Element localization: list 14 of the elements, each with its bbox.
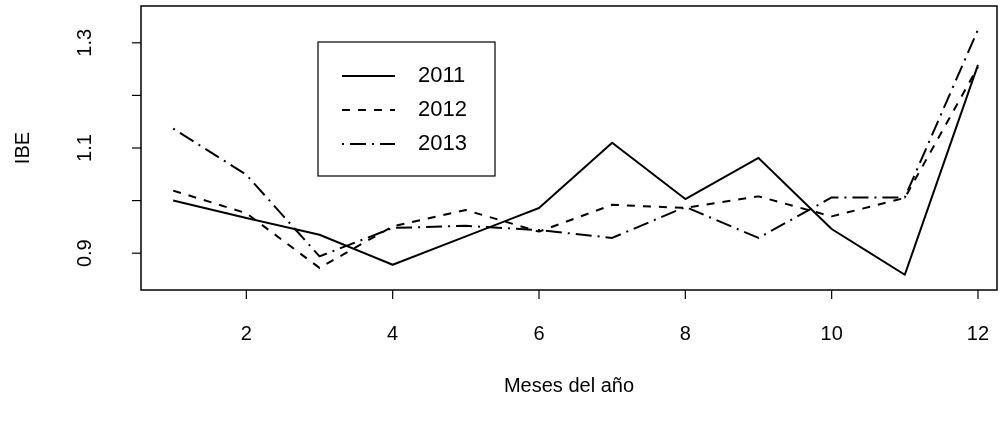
x-tick-label: 10 (820, 322, 843, 344)
y-tick-label: 1.1 (73, 134, 96, 162)
x-tick-label: 2 (240, 322, 252, 344)
x-axis-title: Meses del año (503, 374, 635, 396)
x-tick-label: 6 (533, 322, 545, 344)
legend-label: 2012 (418, 95, 467, 121)
legend-label: 2013 (418, 129, 467, 155)
y-tick-label: 0.9 (73, 239, 96, 268)
y-axis-title: IBE (11, 131, 34, 165)
x-tick-label: 8 (679, 322, 691, 344)
x-tick-label: 4 (387, 322, 399, 344)
x-tick-label: 12 (966, 322, 990, 344)
legend-label: 2011 (418, 61, 466, 87)
y-tick-label: 1.3 (73, 28, 96, 57)
